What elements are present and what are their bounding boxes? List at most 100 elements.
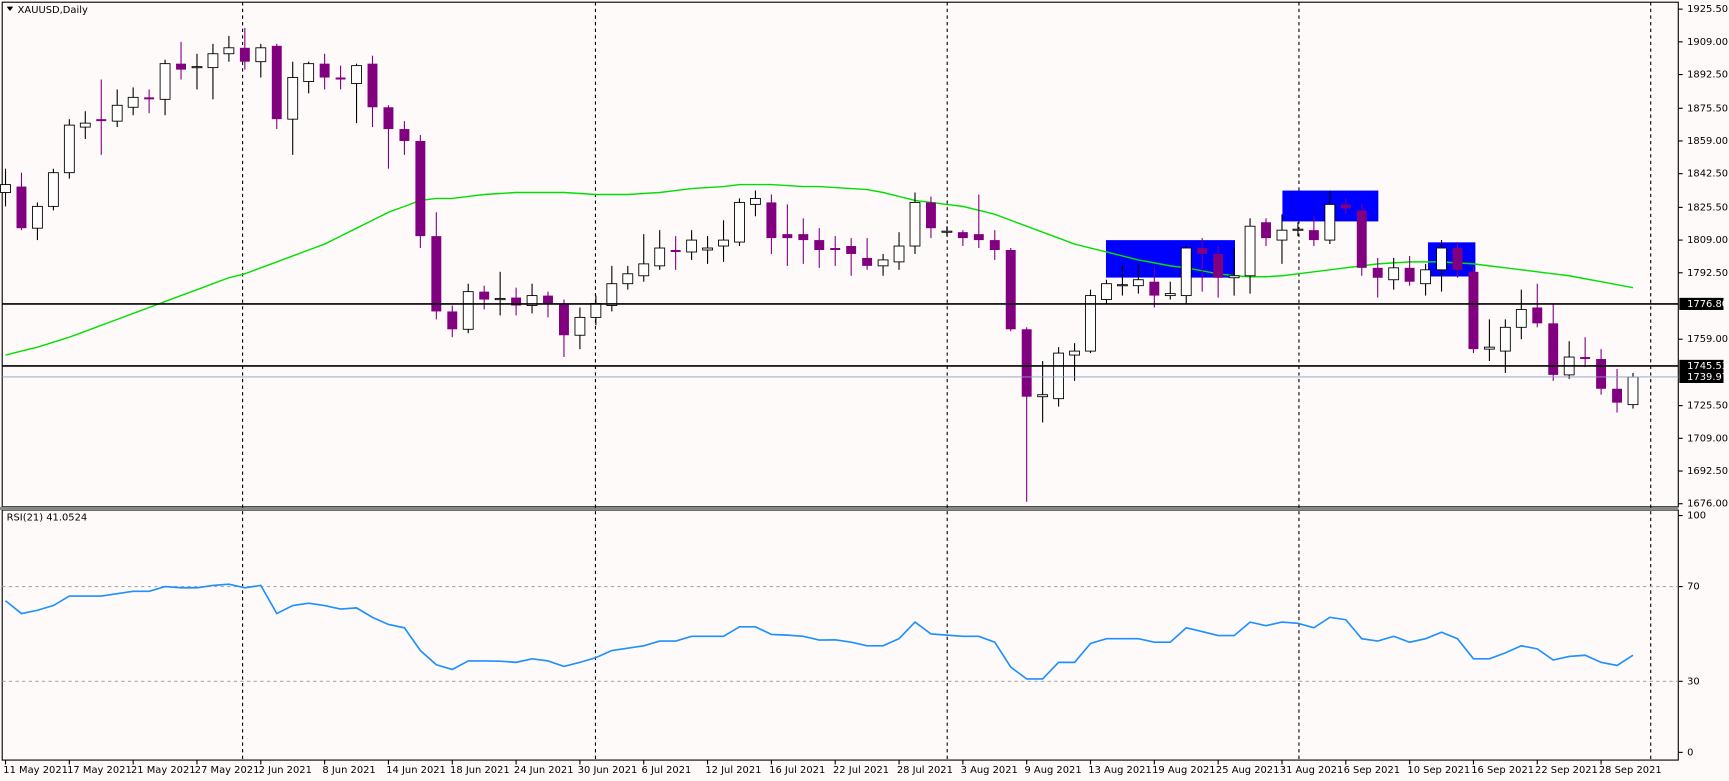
candle-body: [1404, 267, 1415, 282]
candle-body: [734, 201, 745, 243]
candle-body: [1612, 388, 1623, 403]
candle-body: [989, 240, 1000, 250]
candle-body: [447, 311, 458, 330]
x-tick-label: 22 Jul 2021: [833, 765, 889, 776]
x-tick-label: 27 May 2021: [195, 765, 260, 776]
candle-body: [1356, 210, 1367, 268]
x-tick-label: 24 Jun 2021: [514, 765, 574, 776]
candle-body: [1085, 295, 1096, 352]
y-tick-label: 70: [1687, 582, 1700, 593]
x-tick-label: 11 May 2021: [3, 765, 68, 776]
y-tick-label: 1859.00: [1687, 136, 1728, 147]
y-tick-label: 30: [1687, 676, 1700, 687]
x-tick-label: 16 Jul 2021: [769, 765, 825, 776]
candle-body: [1197, 248, 1208, 254]
candle-body: [1452, 248, 1463, 270]
candle-body: [718, 239, 729, 247]
rsi-title: RSI(21) 41.0524: [7, 513, 88, 524]
candle-body: [1436, 247, 1447, 271]
candle-body: [670, 249, 681, 252]
candle-body: [1244, 225, 1256, 277]
y-tick-label: 1809.00: [1687, 235, 1728, 246]
candle-body: [1548, 323, 1559, 375]
candle-body: [1483, 346, 1495, 350]
candle-body: [479, 291, 490, 300]
candle-body: [1213, 253, 1224, 278]
candle-body: [798, 234, 809, 241]
candle-body: [63, 124, 75, 174]
candle-body: [511, 297, 522, 306]
level-label-bg: [1679, 359, 1724, 372]
marks: 1925.50 1909.00 1892.50 1875.50 1859.00 1842.…: [0, 4, 1728, 776]
x-tick-label: 6 Jul 2021: [642, 765, 692, 776]
candle-body: [559, 303, 569, 336]
level-label-bg: [1679, 370, 1724, 383]
title-arrow: [6, 6, 14, 12]
candle-body: [702, 247, 713, 251]
candle-body: [638, 263, 650, 277]
candle-body: [1292, 228, 1304, 231]
candle-body: [383, 107, 394, 130]
candle-body: [271, 45, 282, 120]
candle-body: [207, 53, 219, 69]
candle-body: [1468, 271, 1479, 350]
candle-body: [462, 291, 474, 330]
candle-body: [941, 230, 953, 233]
x-tick-label: 2 Jun 2021: [259, 765, 312, 776]
candle-body: [750, 198, 761, 205]
candle-body: [79, 122, 91, 128]
candle-body: [973, 234, 984, 241]
candle-body: [96, 119, 107, 122]
candle-body: [1117, 284, 1128, 287]
candle-body: [782, 234, 793, 239]
y-tick-label: 0: [1687, 747, 1693, 758]
candle-body: [303, 63, 315, 82]
candle-body: [877, 259, 889, 267]
candle-body: [494, 298, 506, 301]
x-tick-label: 19 Aug 2021: [1152, 765, 1216, 776]
candle-body: [431, 236, 442, 312]
y-tick-label: 1842.50: [1687, 169, 1728, 180]
x-tick-label: 8 Jun 2021: [322, 765, 375, 776]
x-tick-label: 31 Aug 2021: [1280, 765, 1344, 776]
candle-body: [111, 104, 123, 122]
candle-body: [766, 202, 777, 239]
candle-body: [654, 247, 666, 267]
x-tick-label: 16 Sep 2021: [1471, 765, 1534, 776]
candle-body: [1596, 359, 1607, 389]
candle-body: [1069, 350, 1080, 356]
candle-body: [1180, 247, 1192, 297]
y-tick-label: 100: [1687, 511, 1706, 522]
x-tick-label: 28 Jul 2021: [897, 765, 953, 776]
x-tick-label: 10 Sep 2021: [1407, 765, 1470, 776]
candle-body: [32, 205, 43, 229]
candle-body: [1532, 307, 1543, 324]
y-tick-label: 1692.50: [1687, 466, 1728, 477]
candle-body: [239, 47, 250, 62]
candle-body: [1276, 229, 1288, 241]
candle-body: [893, 245, 905, 263]
candle-body: [925, 202, 936, 229]
candle-body: [1372, 267, 1383, 278]
level-label: 1739.97: [1687, 372, 1728, 383]
y-tick-label: 1825.50: [1687, 202, 1728, 213]
candle-body: [1132, 279, 1144, 287]
candle-body: [1164, 293, 1176, 297]
candle-body: [319, 63, 330, 78]
candle-body: [335, 77, 346, 80]
x-tick-label: 6 Sep 2021: [1344, 765, 1401, 776]
y-tick-label: 1892.50: [1687, 70, 1728, 81]
x-tick-label: 17 May 2021: [67, 765, 132, 776]
candle-body: [287, 77, 299, 120]
candle-body: [1499, 326, 1511, 352]
candle-body: [144, 97, 155, 100]
candle-body: [543, 295, 553, 304]
x-tick-label: 25 Aug 2021: [1216, 765, 1280, 776]
candle-body: [1308, 230, 1319, 241]
candle-body: [1037, 394, 1049, 398]
candle-body: [846, 246, 857, 254]
y-tick-label: 1759.00: [1687, 334, 1728, 345]
candle-body: [830, 248, 841, 250]
